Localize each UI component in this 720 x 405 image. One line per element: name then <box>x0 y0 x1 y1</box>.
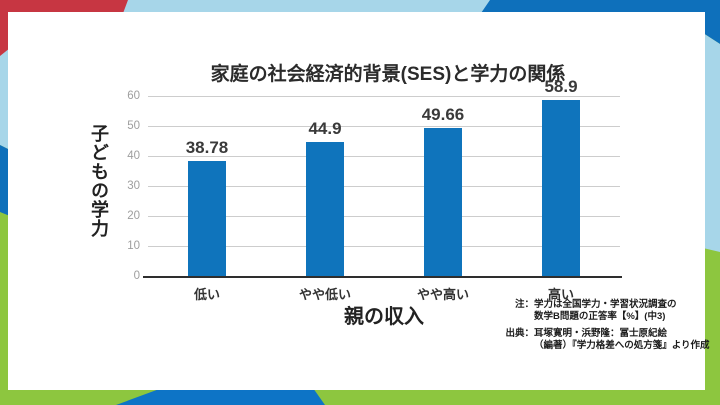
note-line-1: 学力は全国学力・学習状況調査の <box>534 299 677 310</box>
chart-title: 家庭の社会経済的背景(SES)と学力の関係 <box>210 64 566 85</box>
bar-slot-4: 58.9 高い <box>502 77 620 302</box>
chart-card: 家庭の社会経済的背景(SES)と学力の関係 子どもの学力 0 10 20 30 40 50… <box>8 12 710 390</box>
footnotes: 注： 学力は全国学力・学習状況調査の 数学B問題の正答率【%】(中3) 出典： … <box>504 299 709 357</box>
category-label: やや低い <box>298 287 351 302</box>
note-label: 注： <box>514 299 534 310</box>
category-label: 低い <box>193 287 220 302</box>
gridline-60 <box>148 96 620 97</box>
source-text: 耳塚寛明・浜野隆：冨士原紀絵 （編著）『学力格差への処方箋』より作成 <box>534 328 710 352</box>
y-tick-10: 10 <box>127 240 140 252</box>
note-text: 学力は全国学力・学習状況調査の 数学B問題の正答率【%】(中3) <box>534 299 677 323</box>
source-label: 出典： <box>505 328 534 339</box>
y-axis-title: 子どもの学力 <box>89 124 109 238</box>
bar <box>424 128 462 277</box>
bar <box>188 160 226 277</box>
bar-value-label: 38.78 <box>185 137 229 157</box>
plot-area: 0 10 20 30 40 50 60 38.78 低い 44.9 やや低い 49.66 やや高い 58.… <box>127 77 622 302</box>
x-axis-title: 親の収入 <box>344 306 424 328</box>
gridline-40 <box>148 156 620 157</box>
source-line-2: （編著）『学力格差への処方箋』より作成 <box>534 340 710 351</box>
category-label: 高い <box>547 287 574 302</box>
bar <box>306 142 344 277</box>
y-tick-40: 40 <box>127 150 140 162</box>
bar-slot-2: 44.9 やや低い <box>266 97 384 302</box>
gridline-20 <box>148 216 620 217</box>
gridline-50 <box>148 126 620 127</box>
x-axis-line <box>143 275 622 278</box>
source-row: 出典： 耳塚寛明・浜野隆：冨士原紀絵 （編著）『学力格差への処方箋』より作成 <box>504 328 709 352</box>
y-tick-50: 50 <box>127 120 140 132</box>
bar <box>542 100 580 277</box>
y-tick-30: 30 <box>127 180 140 192</box>
category-label: やや高い <box>416 287 469 302</box>
bar-slot-1: 38.78 低い <box>148 97 266 302</box>
y-tick-20: 20 <box>127 210 140 222</box>
y-tick-60: 60 <box>127 90 140 102</box>
y-tick-0: 0 <box>133 270 140 282</box>
source-line-1: 耳塚寛明・浜野隆：冨士原紀絵 <box>534 328 668 339</box>
bar-slot-3: 49.66 やや高い <box>384 97 502 302</box>
bar-value-label: 58.9 <box>544 77 578 97</box>
gridline-10 <box>148 246 620 247</box>
note-row: 注： 学力は全国学力・学習状況調査の 数学B問題の正答率【%】(中3) <box>504 299 704 323</box>
bar-value-label: 49.66 <box>421 105 465 125</box>
bar-value-label: 44.9 <box>308 119 342 139</box>
note-line-2: 数学B問題の正答率【%】(中3) <box>534 311 666 322</box>
gridline-30 <box>148 186 620 187</box>
